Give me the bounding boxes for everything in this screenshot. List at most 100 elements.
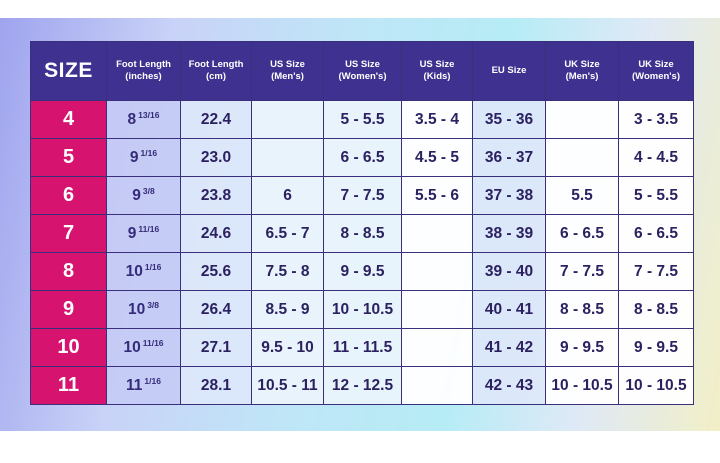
us-men-cell: 6 (251, 176, 324, 215)
header-line1: SIZE (44, 58, 93, 82)
inch-whole: 10 (123, 339, 141, 356)
eu-cell: 41 - 42 (472, 328, 546, 367)
us-kids-cell: 3.5 - 4 (401, 100, 473, 139)
uk-men-cell: 10 - 10.5 (545, 366, 619, 405)
uk-women-cell: 4 - 4.5 (618, 138, 694, 177)
uk-men-cell: 8 - 8.5 (545, 290, 619, 329)
header-line1: US Size (419, 59, 455, 71)
uk-men-cell: 7 - 7.5 (545, 252, 619, 291)
uk-women-cell: 3 - 3.5 (618, 100, 694, 139)
eu-cell: 37 - 38 (472, 176, 546, 215)
uk-men-cell (545, 100, 619, 139)
uk-women-cell: 7 - 7.5 (618, 252, 694, 291)
us-men-cell: 9.5 - 10 (251, 328, 324, 367)
header-uk-men: UK Size (Men's) (545, 41, 619, 101)
foot-length-inches-cell: 9 11/16 (106, 214, 181, 253)
header-row: SIZE Foot Length (inches) Foot Length (cm) US… (30, 41, 694, 101)
us-men-cell: 6.5 - 7 (251, 214, 324, 253)
table-row: 4 8 13/16 22.4 5 - 5.5 3.5 - 4 35 - 36 3 - 3.5 (30, 100, 694, 139)
header-line1: US Size (345, 59, 380, 71)
inch-fraction: 13/16 (138, 110, 160, 120)
eu-cell: 39 - 40 (472, 252, 546, 291)
us-kids-cell (401, 290, 473, 329)
inch-fraction: 11/16 (138, 224, 160, 234)
header-us-kids: US Size (Kids) (401, 41, 473, 101)
header-foot-length-cm: Foot Length (cm) (180, 41, 252, 101)
size-cell: 6 (30, 176, 107, 215)
header-us-women: US Size (Women's) (323, 41, 402, 101)
header-line2: (Kids) (423, 71, 451, 82)
table-body: 4 8 13/16 22.4 5 - 5.5 3.5 - 4 35 - 36 3 - 3.5 5… (30, 100, 694, 405)
foot-length-cm-cell: 24.6 (180, 214, 252, 253)
eu-cell: 36 - 37 (472, 138, 546, 177)
header-line1: US Size (270, 59, 305, 71)
foot-length-cm-cell: 26.4 (180, 290, 252, 329)
size-cell: 5 (30, 138, 107, 177)
header-uk-women: UK Size (Women's) (618, 41, 694, 101)
uk-men-cell: 6 - 6.5 (545, 214, 619, 253)
size-cell: 8 (30, 252, 107, 291)
us-women-cell: 12 - 12.5 (323, 366, 402, 405)
us-men-cell: 8.5 - 9 (251, 290, 324, 329)
inch-fraction: 3/8 (147, 300, 160, 310)
header-us-men: US Size (Men's) (251, 41, 324, 101)
uk-men-cell (545, 138, 619, 177)
size-cell: 7 (30, 214, 107, 253)
us-women-cell: 9 - 9.5 (323, 252, 402, 291)
us-kids-cell: 4.5 - 5 (401, 138, 473, 177)
header-line2: (cm) (205, 71, 227, 82)
header-size: SIZE (30, 41, 107, 101)
table-row: 6 9 3/8 23.8 6 7 - 7.5 5.5 - 6 37 - 38 5.5 5 - 5.… (30, 176, 694, 215)
inch-fraction: 11/16 (142, 338, 164, 348)
header-line1: Foot Length (188, 59, 244, 71)
foot-length-cm-cell: 25.6 (180, 252, 252, 291)
table-row: 10 10 11/16 27.1 9.5 - 10 11 - 11.5 41 - 42 9 -… (30, 328, 694, 367)
inch-fraction: 3/8 (142, 186, 155, 196)
inch-fraction: 1/16 (144, 262, 162, 272)
size-cell: 9 (30, 290, 107, 329)
uk-women-cell: 10 - 10.5 (618, 366, 694, 405)
inch-whole: 9 (129, 149, 139, 166)
foot-length-cm-cell: 23.8 (180, 176, 252, 215)
foot-length-inches-cell: 10 3/8 (106, 290, 181, 329)
header-eu: EU Size (472, 41, 546, 101)
foot-length-inches-cell: 8 13/16 (106, 100, 181, 139)
header-line2: (inches) (125, 71, 162, 82)
inch-whole: 10 (127, 301, 146, 318)
uk-women-cell: 9 - 9.5 (618, 328, 694, 367)
foot-length-inches-cell: 9 3/8 (106, 176, 181, 215)
us-men-cell: 10.5 - 11 (251, 366, 324, 405)
us-women-cell: 7 - 7.5 (323, 176, 402, 215)
inch-whole: 10 (125, 263, 143, 280)
header-line2: (Men's) (271, 71, 304, 82)
inch-whole: 11 (126, 377, 143, 394)
us-women-cell: 11 - 11.5 (323, 328, 402, 367)
us-women-cell: 8 - 8.5 (323, 214, 402, 253)
header-line2: (Men's) (565, 71, 599, 82)
table-header: SIZE Foot Length (inches) Foot Length (cm) US… (30, 41, 694, 101)
foot-length-cm-cell: 22.4 (180, 100, 252, 139)
us-men-cell (251, 100, 324, 139)
size-cell: 11 (30, 366, 107, 405)
uk-women-cell: 8 - 8.5 (618, 290, 694, 329)
uk-men-cell: 9 - 9.5 (545, 328, 619, 367)
size-cell: 4 (30, 100, 107, 139)
us-kids-cell: 5.5 - 6 (401, 176, 473, 215)
inch-fraction: 1/16 (140, 148, 158, 158)
size-cell: 10 (30, 328, 107, 367)
eu-cell: 40 - 41 (472, 290, 546, 329)
header-line1: EU Size (491, 65, 527, 77)
foot-length-inches-cell: 11 1/16 (106, 366, 181, 405)
table-row: 5 9 1/16 23.0 6 - 6.5 4.5 - 5 36 - 37 4 - 4.5 (30, 138, 694, 177)
us-kids-cell (401, 214, 473, 253)
us-kids-cell (401, 366, 473, 405)
header-line1: Foot Length (116, 59, 171, 71)
foot-length-cm-cell: 23.0 (180, 138, 252, 177)
eu-cell: 38 - 39 (472, 214, 546, 253)
us-kids-cell (401, 252, 473, 291)
eu-cell: 42 - 43 (472, 366, 546, 405)
header-foot-length-inches: Foot Length (inches) (106, 41, 181, 101)
